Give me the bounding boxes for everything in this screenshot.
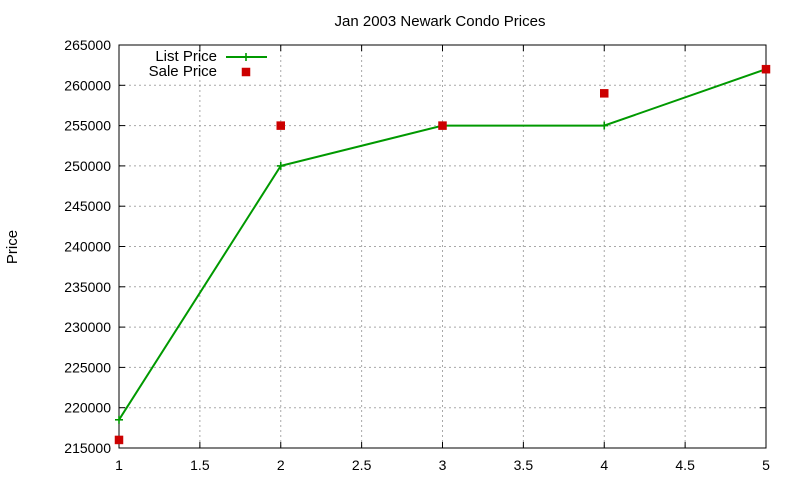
- x-tick-label: 2: [277, 457, 285, 473]
- y-tick-label: 220000: [64, 400, 111, 416]
- chart-title: Jan 2003 Newark Condo Prices: [335, 13, 546, 30]
- gridlines: [119, 45, 766, 448]
- y-tick-label: 215000: [64, 440, 111, 456]
- y-axis-label: Price: [4, 230, 21, 264]
- x-tick-label: 5: [762, 457, 770, 473]
- y-tick-label: 230000: [64, 319, 111, 335]
- x-tick-label: 4: [600, 457, 608, 473]
- axes: 1 1.5 2 2.5 3 3.5 4 4.5 5 215000 220000 225000 23000…: [64, 37, 770, 473]
- x-tick-label: 2.5: [352, 457, 372, 473]
- y-tick-label: 235000: [64, 279, 111, 295]
- list-price-point: [115, 415, 123, 424]
- y-tick-label: 245000: [64, 198, 111, 214]
- legend-label-list-price: List Price: [155, 48, 217, 65]
- sale-price-point: [276, 121, 285, 130]
- x-tick-label: 3.5: [514, 457, 534, 473]
- y-tick-label: 265000: [64, 37, 111, 53]
- sale-price-point: [438, 121, 447, 130]
- y-tick-label: 240000: [64, 239, 111, 255]
- y-tick-label: 255000: [64, 118, 111, 134]
- sale-price-point: [114, 435, 124, 445]
- y-tick-label: 250000: [64, 158, 111, 174]
- y-tick-label: 225000: [64, 359, 111, 375]
- y-tick-label: 260000: [64, 77, 111, 93]
- list-price-point: [276, 161, 285, 170]
- legend-sale-price-marker: [241, 67, 251, 77]
- sale-price-point: [761, 64, 771, 74]
- x-tick-label: 3: [439, 457, 447, 473]
- sale-price-point: [600, 89, 609, 98]
- x-tick-label: 4.5: [675, 457, 695, 473]
- plot-series: [114, 64, 771, 445]
- x-tick-label: 1.5: [190, 457, 210, 473]
- legend-label-sale-price: Sale Price: [149, 63, 217, 80]
- list-price-point: [600, 121, 609, 130]
- x-tick-label: 1: [115, 457, 123, 473]
